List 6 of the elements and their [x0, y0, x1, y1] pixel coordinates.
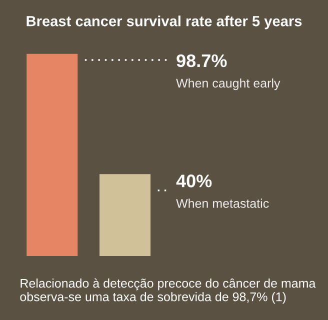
data-label: 98.7% [176, 54, 227, 68]
text: When metastatic [176, 198, 269, 208]
chart-title: Breast cancer survival rate after 5 years [26, 16, 302, 30]
text: When caught early [176, 78, 280, 90]
text: Relacionado à detecção precoce do câncer de mama observa-se uma taxa de sobrevida de 98,7% (1) [20, 278, 316, 304]
data-label: 40% [176, 174, 212, 188]
